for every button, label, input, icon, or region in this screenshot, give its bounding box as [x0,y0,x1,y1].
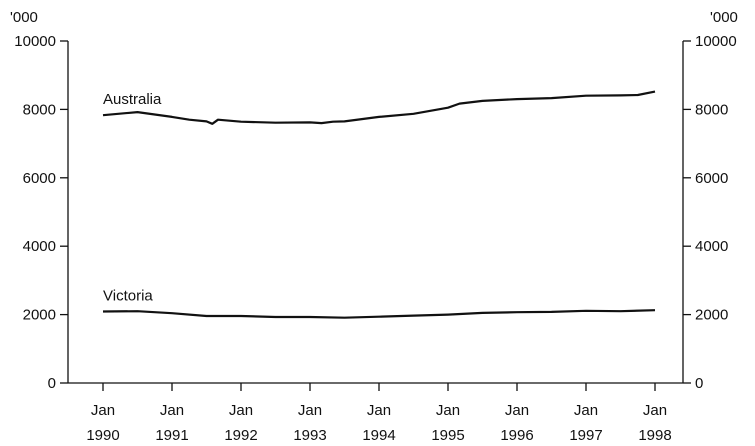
left-y-tick-label: 2000 [23,307,56,324]
x-tick-label-month: Jan [367,402,391,419]
right-y-tick-label: 8000 [695,101,728,118]
x-tick-label-month: Jan [298,402,322,419]
x-tick-label-month: Jan [574,402,598,419]
x-tick-label-month: Jan [643,402,667,419]
x-tick-label-month: Jan [91,402,115,419]
x-tick-label-year: 1992 [224,427,257,444]
right-y-tick-label: 2000 [695,307,728,324]
series-label-australia: Australia [103,91,162,108]
right-y-tick-label: 4000 [695,238,728,255]
x-tick-label-year: 1991 [155,427,188,444]
x-tick-label-month: Jan [160,402,184,419]
series-layer: Australia Victoria [102,90,656,319]
x-tick-label-month: Jan [436,402,460,419]
left-axis-unit: '000 [10,9,38,26]
x-tick-label-year: 1995 [431,427,464,444]
series-label-victoria: Victoria [103,288,153,305]
right-y-tick-label: 6000 [695,170,728,187]
left-y-tick-label: 0 [48,375,56,392]
series-line-australia [102,90,656,125]
x-tick-label-year: 1990 [86,427,119,444]
left-y-tick-label: 8000 [23,101,56,118]
left-y-tick-label: 10000 [14,33,56,50]
x-tick-label-year: 1998 [638,427,671,444]
x-tick-label-year: 1993 [293,427,326,444]
x-tick-label-year: 1997 [569,427,602,444]
left-y-tick-label: 4000 [23,238,56,255]
x-tick-label-month: Jan [229,402,253,419]
x-tick-label-year: 1996 [500,427,533,444]
x-tick-label-year: 1994 [362,427,395,444]
series-line-victoria [102,309,656,319]
right-axis-unit: '000 [710,9,738,26]
x-tick-label-month: Jan [505,402,529,419]
axes: 0 0 2000 2000 4000 4000 6000 6000 8000 8000 10000 1… [14,33,736,444]
right-y-tick-label: 10000 [695,33,737,50]
left-y-tick-label: 6000 [23,170,56,187]
right-y-tick-label: 0 [695,375,703,392]
